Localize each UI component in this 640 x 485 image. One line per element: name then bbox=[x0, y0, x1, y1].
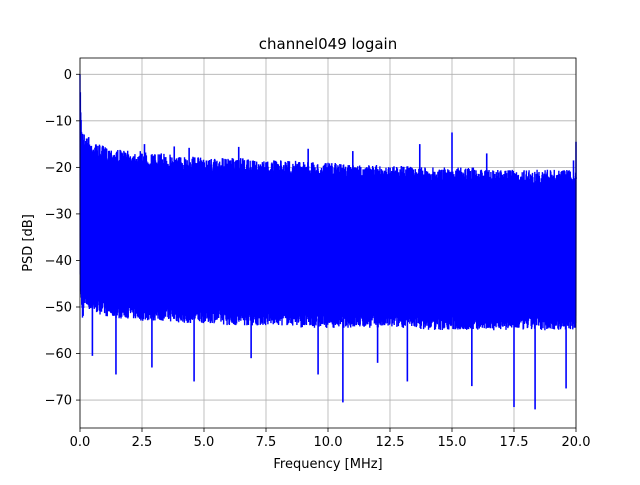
y-tick-label: 0 bbox=[64, 68, 72, 83]
y-tick-label: −60 bbox=[45, 347, 72, 362]
x-tick-label: 5.0 bbox=[194, 435, 215, 450]
x-tick-label: 7.5 bbox=[256, 435, 277, 450]
y-tick-label: −40 bbox=[45, 254, 72, 269]
x-axis-label: Frequency [MHz] bbox=[273, 457, 382, 472]
plot-area bbox=[79, 74, 577, 410]
x-tick-label: 0.0 bbox=[70, 435, 91, 450]
y-tick-label: −50 bbox=[45, 300, 72, 315]
psd-series-line bbox=[79, 74, 577, 331]
x-tick-label: 2.5 bbox=[132, 435, 153, 450]
y-tick-label: −10 bbox=[45, 114, 72, 129]
y-axis-label: PSD [dB] bbox=[21, 214, 36, 272]
y-axis: 0 −10 −20 −30 −40 −50 −60 −70 bbox=[45, 68, 80, 409]
x-tick-label: 10.0 bbox=[314, 435, 343, 450]
x-tick-label: 15.0 bbox=[438, 435, 467, 450]
y-tick-label: −30 bbox=[45, 207, 72, 222]
x-tick-label: 12.5 bbox=[376, 435, 405, 450]
chart-title: channel049 logain bbox=[259, 35, 398, 53]
y-tick-label: −20 bbox=[45, 161, 72, 176]
x-tick-label: 17.5 bbox=[500, 435, 529, 450]
y-tick-label: −70 bbox=[45, 394, 72, 409]
x-axis: 0.0 2.5 5.0 7.5 10.0 12.5 15.0 17.5 20.0 bbox=[70, 428, 591, 450]
x-tick-label: 20.0 bbox=[562, 435, 591, 450]
